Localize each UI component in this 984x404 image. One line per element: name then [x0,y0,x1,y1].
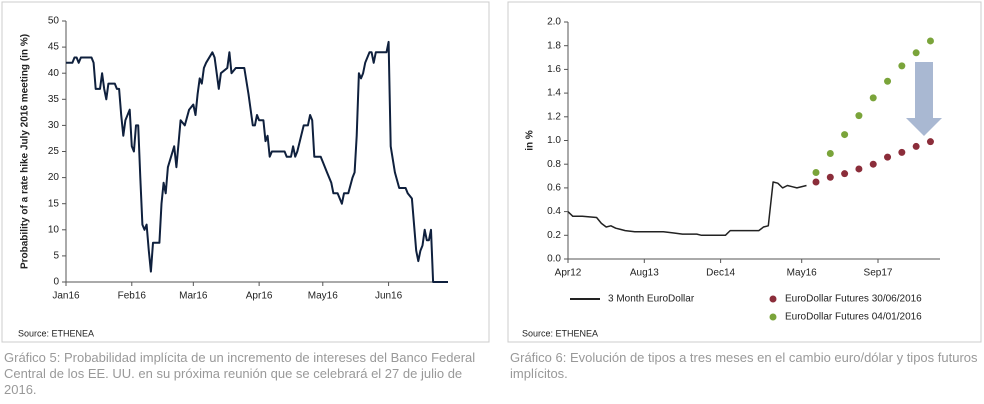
dot [926,138,934,146]
x-tick-label: Feb16 [118,291,147,302]
dot [884,153,892,161]
y-tick-label: 30 [48,120,60,131]
y-tick-label: 0.0 [547,254,561,265]
dot [869,94,877,102]
y-tick-label: 25 [48,146,60,157]
y-tick-label: 0.4 [547,206,561,217]
y-tick-label: 1.8 [547,40,561,51]
dot [855,165,863,173]
y-tick-label: 0.2 [547,230,561,241]
y-tick-label: 0.8 [547,159,561,170]
legend-label: 3 Month EuroDollar [608,294,695,305]
legend-swatch [769,313,777,321]
y-tick-label: 45 [48,42,60,53]
source: Source: ETHENEA [18,328,94,338]
chart-frame [507,1,982,343]
caption: Gráfico 6: Evolución de tipos a tres mes… [510,350,978,381]
dot [926,37,934,45]
dot [841,170,849,178]
y-tick-label: 20 [48,172,60,183]
x-tick-label: Apr12 [555,268,582,279]
dot [826,173,834,181]
dot [869,160,877,168]
dot [855,112,863,120]
dot [912,49,920,57]
y-tick-label: 40 [48,68,60,79]
legend-label: EuroDollar Futures 30/06/2016 [785,294,922,305]
y-tick-label: 15 [48,198,60,209]
y-tick-label: 50 [48,16,60,27]
y-axis-label: Probability of a rate hike July 2016 mee… [20,34,31,269]
x-tick-label: May16 [787,268,817,279]
chart-frame [1,1,490,343]
dot [884,77,892,85]
y-tick-label: 35 [48,94,60,105]
y-tick-label: 1.6 [547,64,561,75]
line [567,181,807,237]
y-axis-label: in % [525,130,536,151]
x-tick-label: May16 [308,291,338,302]
dot [912,142,920,150]
y-tick-label: 1.2 [547,111,561,122]
dot [898,148,906,156]
x-tick-label: Mar16 [179,291,208,302]
y-tick-label: 10 [48,224,60,235]
x-tick-label: Apr16 [246,291,273,302]
source: Source: ETHENEA [522,328,598,338]
dot [898,62,906,70]
legend-swatch [769,295,777,303]
charts: 0 5 10 15 20 25 30 35 40 45 50 Jan16 Feb16 Mar16 Apr16… [1,1,982,343]
dot [841,131,849,139]
y-tick-label: 1.0 [547,135,561,146]
y-tick-label: 0.6 [547,183,561,194]
y-tick-label: 1.4 [547,88,561,99]
line [66,40,448,283]
arrow [906,62,942,136]
x-tick-label: Sep17 [864,268,893,279]
dot [812,168,820,176]
y-tick-label: 2.0 [547,17,561,28]
caption: Gráfico 5: Probabilidad implícita de un … [4,350,476,397]
y-tick-label: 5 [53,251,59,262]
dot [826,150,834,158]
x-tick-label: Jan16 [52,291,80,302]
x-tick-label: Aug13 [630,268,659,279]
dot [812,178,820,186]
x-tick-label: Dec14 [706,268,735,279]
legend-label: EuroDollar Futures 04/01/2016 [785,312,922,323]
y-tick-label: 0 [53,277,59,288]
x-tick-label: Jun16 [375,291,403,302]
